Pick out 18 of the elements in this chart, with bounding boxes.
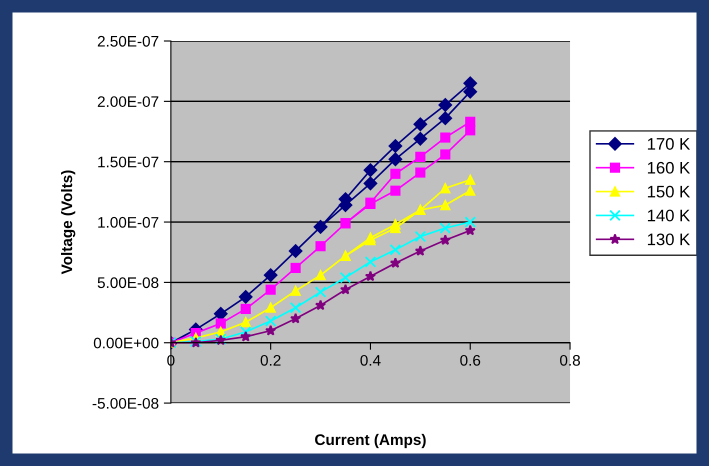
- y-tick-label: 2.00E-07: [98, 96, 158, 108]
- y-tick-label: 1.50E-07: [98, 156, 158, 168]
- x-tick-label: 0.4: [360, 354, 381, 366]
- y-axis-title: Voltage (Volts): [61, 170, 76, 274]
- x-tick-label: 0.2: [260, 354, 281, 366]
- legend-label: 150 K: [648, 186, 690, 198]
- x-tick-label: 0.6: [460, 354, 480, 366]
- y-tick-label: 1.00E-07: [98, 216, 158, 228]
- y-tick-label: -5.00E-08: [92, 398, 158, 409]
- legend-label: 130 K: [648, 233, 690, 246]
- legend-label: 170 K: [648, 138, 690, 150]
- y-tick-label: 5.00E-08: [98, 277, 158, 288]
- legend-label: 160 K: [648, 162, 690, 174]
- y-tick-label: 2.50E-07: [98, 36, 158, 47]
- legend-label: 140 K: [648, 210, 690, 222]
- x-tick-label: 0.8: [560, 354, 580, 366]
- y-tick-label: 0.00E+00: [94, 338, 158, 348]
- x-axis-title: Current (Amps): [315, 434, 426, 448]
